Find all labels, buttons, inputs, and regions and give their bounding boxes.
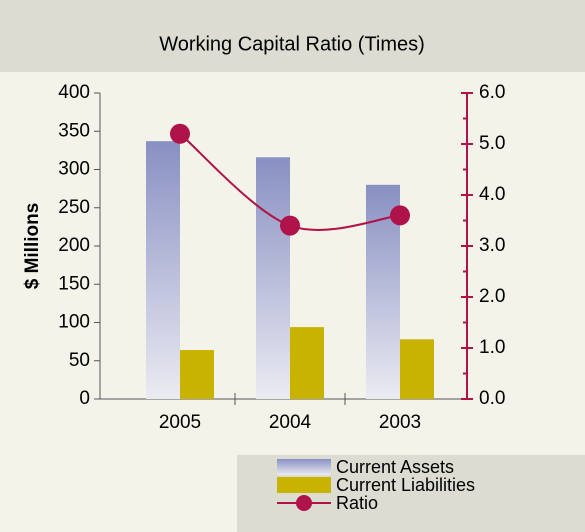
ratio-point	[390, 205, 410, 226]
bar	[256, 157, 290, 399]
x-tick-label: 2004	[269, 412, 312, 433]
y2-tick-label: 3.0	[479, 235, 505, 256]
y-tick-label: 200	[58, 235, 90, 256]
legend-label: Ratio	[336, 493, 378, 513]
y-tick-label: 100	[58, 312, 90, 333]
y2-tick-label: 2.0	[479, 286, 505, 307]
y-tick-label: 300	[58, 159, 90, 180]
legend-swatch	[277, 459, 331, 475]
y2-tick-label: 0.0	[479, 388, 505, 409]
ratio-point	[170, 123, 190, 144]
y-tick-label: 350	[58, 120, 90, 141]
y2-tick-label: 1.0	[479, 337, 505, 358]
y-tick-label: 400	[58, 82, 90, 103]
y-axis-label: $ Millions	[22, 203, 43, 290]
bar	[400, 339, 434, 399]
ratio-point	[280, 215, 300, 236]
bar	[180, 350, 214, 399]
legend-marker	[296, 495, 312, 511]
y-tick-label: 150	[58, 273, 90, 294]
legend-label: Current Liabilities	[336, 475, 475, 495]
legend-swatch	[277, 477, 331, 493]
chart-title: Working Capital Ratio (Times)	[159, 33, 425, 55]
y-tick-label: 50	[69, 350, 90, 371]
y-tick-label: 0	[79, 388, 90, 409]
y2-tick-label: 6.0	[479, 82, 505, 103]
y2-tick-label: 4.0	[479, 184, 505, 205]
x-tick-label: 2003	[379, 412, 421, 433]
x-tick-label: 2005	[159, 412, 201, 433]
title-band	[0, 0, 585, 72]
bar	[290, 327, 324, 399]
y2-tick-label: 5.0	[479, 133, 505, 154]
legend-label: Current Assets	[336, 457, 454, 477]
bar	[146, 141, 180, 399]
y-tick-label: 250	[58, 197, 90, 218]
